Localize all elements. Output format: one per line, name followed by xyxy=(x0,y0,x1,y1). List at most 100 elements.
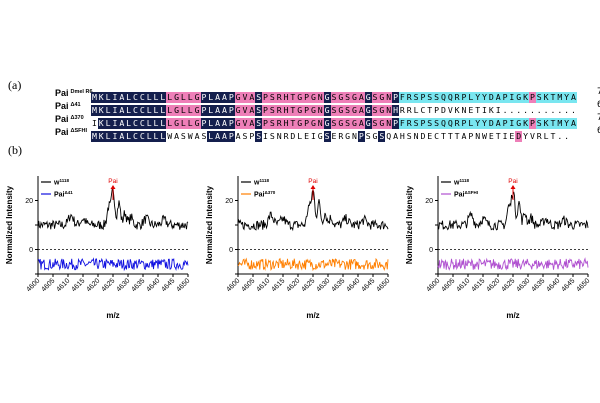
residue: E xyxy=(426,131,434,142)
residue: G xyxy=(296,118,304,129)
y-axis-label: Normalized Intensity xyxy=(405,185,414,264)
residue: L xyxy=(207,92,215,103)
residue: P xyxy=(501,92,509,103)
residue: L xyxy=(145,105,153,116)
residue: S xyxy=(371,92,379,103)
residue: R xyxy=(453,118,461,129)
residue: A xyxy=(214,118,222,129)
residue: S xyxy=(344,92,352,103)
residue: L xyxy=(125,92,133,103)
residue: Y xyxy=(522,131,529,142)
row-count: 60 xyxy=(597,100,600,110)
residue: A xyxy=(214,105,222,116)
residue: C xyxy=(132,118,139,129)
residue: L xyxy=(125,118,133,129)
residue: L xyxy=(296,131,304,142)
residue: P xyxy=(357,131,365,142)
residue: I xyxy=(508,118,516,129)
x-tick-label: 4650 xyxy=(575,277,591,293)
x-tick-label: 4625 xyxy=(300,277,316,293)
residue: L xyxy=(152,105,160,116)
residue: A xyxy=(221,118,228,129)
y-tick-label: 0 xyxy=(429,247,433,254)
legend-label: PaiΔSFHI xyxy=(454,190,478,199)
residue: S xyxy=(535,92,543,103)
residue: S xyxy=(344,118,352,129)
residue: K xyxy=(97,118,105,129)
residue: G xyxy=(173,105,180,116)
residue: K xyxy=(97,131,105,142)
residue: Y xyxy=(481,118,488,129)
residue: P xyxy=(248,131,256,142)
x-axis-label: m/z xyxy=(306,311,319,320)
x-tick-label: 4640 xyxy=(345,277,361,293)
residue: . xyxy=(508,105,516,116)
residue: S xyxy=(378,131,386,142)
residue: G xyxy=(323,92,331,103)
residue: D xyxy=(419,131,427,142)
residue: A xyxy=(392,131,399,142)
residue: N xyxy=(474,131,482,142)
residue: I xyxy=(508,92,516,103)
residue: K xyxy=(97,105,105,116)
residue: S xyxy=(344,105,352,116)
residue: D xyxy=(487,92,495,103)
residue: S xyxy=(255,92,263,103)
residue: A xyxy=(234,131,242,142)
residue: A xyxy=(494,92,502,103)
residue: . xyxy=(549,105,557,116)
residue: L xyxy=(179,118,187,129)
residue: Y xyxy=(474,92,482,103)
residue: C xyxy=(138,118,146,129)
annotation-label: Pai xyxy=(108,178,117,185)
residue: S xyxy=(330,105,338,116)
residue: W xyxy=(481,131,488,142)
residue: C xyxy=(132,105,139,116)
residue: L xyxy=(125,131,133,142)
residue: N xyxy=(316,118,324,129)
residue: Q xyxy=(440,118,447,129)
residue: G xyxy=(234,92,242,103)
residue: A xyxy=(214,131,222,142)
residue: H xyxy=(282,92,290,103)
residue: . xyxy=(563,105,571,116)
residue: P xyxy=(262,118,269,129)
annotation-arrowhead xyxy=(510,185,516,189)
series-line xyxy=(237,257,389,272)
residue: Y xyxy=(563,92,571,103)
residue: G xyxy=(344,131,352,142)
residue: L xyxy=(159,118,167,129)
residue: . xyxy=(570,105,577,116)
residue: Q xyxy=(446,92,454,103)
residue: S xyxy=(179,131,187,142)
residue: G xyxy=(378,105,386,116)
residue: G xyxy=(316,131,324,142)
residue: E xyxy=(330,131,338,142)
row-count: 69 xyxy=(597,126,600,136)
residue: T xyxy=(440,131,447,142)
residue: L xyxy=(152,118,160,129)
residue: G xyxy=(173,118,180,129)
residue: R xyxy=(398,105,406,116)
residue: C xyxy=(138,131,146,142)
residue: N xyxy=(460,105,468,116)
residue: P xyxy=(460,92,468,103)
residue: I xyxy=(262,131,269,142)
series-line xyxy=(37,257,189,272)
residue: P xyxy=(227,105,235,116)
residue: T xyxy=(549,131,557,142)
residue: R xyxy=(282,131,290,142)
residue: L xyxy=(186,92,194,103)
residue: I xyxy=(111,118,119,129)
x-tick-label: 4645 xyxy=(360,277,376,293)
legend-label: w1118 xyxy=(253,178,269,187)
residue: L xyxy=(467,118,475,129)
residue: P xyxy=(467,131,475,142)
residue: Q xyxy=(440,92,447,103)
residue: N xyxy=(412,131,420,142)
residue: L xyxy=(125,105,133,116)
residue: A xyxy=(221,131,228,142)
residue: R xyxy=(405,92,413,103)
residue: S xyxy=(330,92,338,103)
